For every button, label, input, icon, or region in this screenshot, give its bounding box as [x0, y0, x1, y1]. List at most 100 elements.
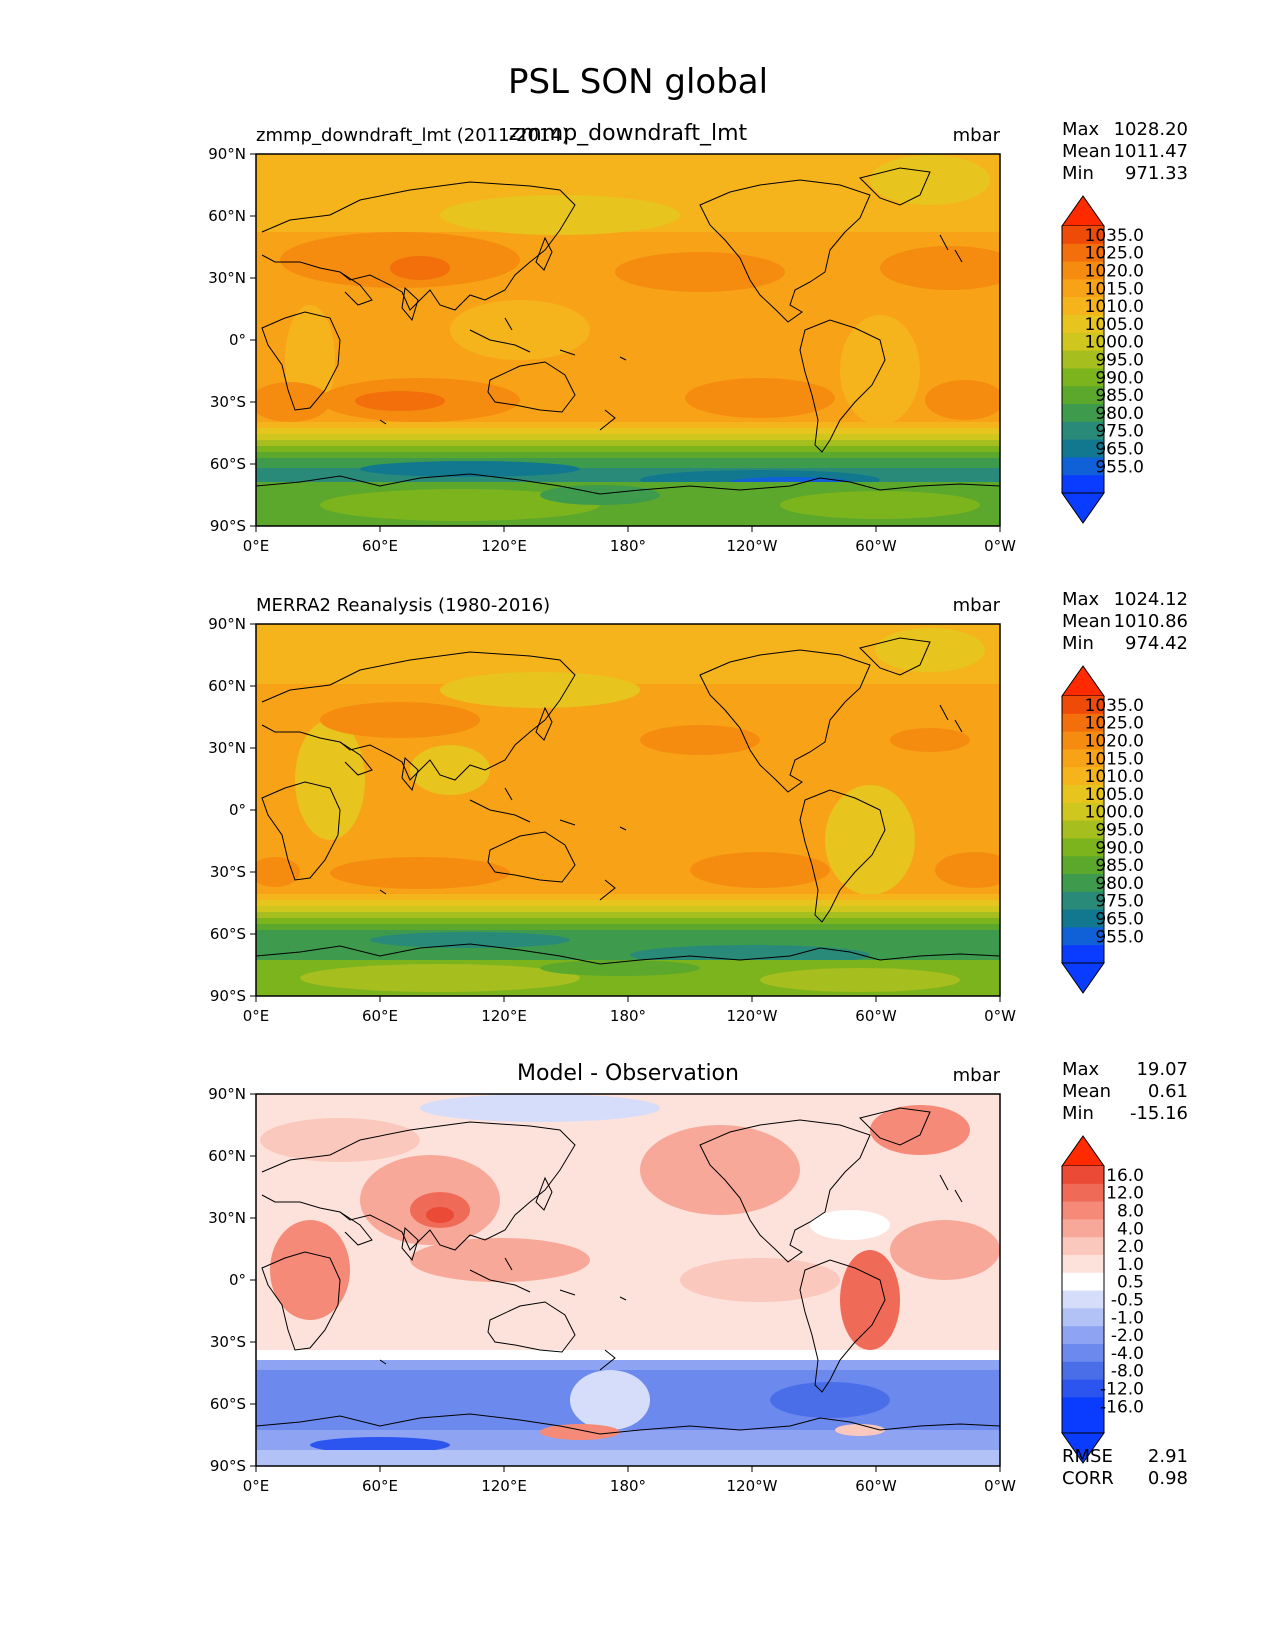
y-tick-label: 90°S	[210, 517, 246, 535]
colorbar-segment	[1062, 297, 1104, 316]
colorbar-outline	[1061, 226, 1105, 493]
stat-value: 1024.12	[1114, 589, 1188, 610]
colorbar-segment	[1062, 261, 1104, 280]
colorbar-label: 8.0	[1117, 1202, 1144, 1222]
x-tick-label: 120°E	[481, 1477, 527, 1495]
colorbar-label: 2.0	[1117, 1237, 1144, 1257]
stat-value: 1010.86	[1114, 611, 1188, 632]
colorbar: 1035.01025.01020.01015.01010.01005.01000…	[1061, 665, 1144, 994]
colorbar-extend-max	[1061, 665, 1105, 697]
stat-value: 974.42	[1125, 633, 1188, 654]
y-tick-label: 90°N	[208, 145, 246, 163]
colorbar-label: 0.5	[1117, 1273, 1144, 1293]
colorbar-label: -16.0	[1100, 1397, 1144, 1417]
map-field	[256, 624, 1000, 996]
x-tick-label: 60°E	[362, 1477, 398, 1495]
y-tick-label: 90°S	[210, 1457, 246, 1475]
stat-label: Min	[1062, 1103, 1094, 1124]
colorbar-segment	[1062, 1308, 1104, 1327]
rmse-label: RMSE	[1062, 1446, 1113, 1467]
stats-box: Max 1028.20 Mean 1011.47 Min 971.33	[1062, 119, 1188, 184]
colorbar-segment	[1062, 386, 1104, 405]
colorbar-segment	[1062, 404, 1104, 423]
colorbar-outline	[1061, 696, 1105, 963]
colorbar-label: 1005.0	[1085, 315, 1144, 335]
colorbar-extend-max	[1061, 195, 1105, 227]
y-tick-label: 30°S	[210, 1333, 246, 1351]
colorbar-extend-min	[1061, 962, 1105, 994]
stat-label: Max	[1062, 1059, 1100, 1080]
x-tick-label: 0°E	[243, 1477, 270, 1495]
x-tick-label: 60°E	[362, 537, 398, 555]
colorbar-segment	[1062, 713, 1104, 733]
panel-difference: Model - Observation mbar	[208, 1059, 1188, 1495]
panel-units: mbar	[953, 125, 1001, 146]
map-field	[256, 1094, 1000, 1466]
x-tick-label: 120°W	[727, 1007, 778, 1025]
colorbar-segment	[1062, 421, 1104, 441]
colorbar-label: 955.0	[1095, 927, 1144, 947]
colorbar-label: 975.0	[1095, 422, 1144, 442]
panel-units: mbar	[953, 1065, 1001, 1086]
panel-units: mbar	[953, 595, 1001, 616]
x-tick-label: 0°E	[243, 1007, 270, 1025]
y-tick-label: 30°N	[208, 269, 246, 287]
y-tick-label: 60°N	[208, 207, 246, 225]
colorbar-label: 1035.0	[1085, 226, 1144, 246]
colorbar-label: 990.0	[1095, 838, 1144, 858]
axis-ticks: 0°E 60°E 120°E 180° 120°W 60°W 0°W 90°N 60°N 30°N…	[208, 1085, 1016, 1495]
colorbar-segment	[1062, 838, 1104, 857]
y-tick-label: 90°N	[208, 615, 246, 633]
map-field	[256, 154, 1000, 526]
colorbar-label: 16.0	[1106, 1166, 1144, 1186]
stat-value: -15.16	[1130, 1103, 1188, 1124]
colorbar-segment	[1062, 945, 1104, 964]
colorbar-segment	[1062, 332, 1104, 352]
colorbar-label: 990.0	[1095, 368, 1144, 388]
colorbar-segment	[1062, 457, 1104, 476]
colorbar-segment	[1062, 749, 1104, 768]
colorbar-label: -1.0	[1111, 1308, 1144, 1328]
colorbar-label: 1025.0	[1085, 714, 1144, 734]
colorbar-label: 1005.0	[1085, 785, 1144, 805]
colorbar-segment	[1062, 927, 1104, 946]
colorbar-label: 965.0	[1095, 440, 1144, 460]
colorbar-label: 980.0	[1095, 874, 1144, 894]
colorbar-segment	[1062, 350, 1104, 369]
colorbar-label: -8.0	[1111, 1362, 1144, 1382]
y-tick-label: 60°S	[210, 455, 246, 473]
colorbar-label: 1015.0	[1085, 749, 1144, 769]
extra-stats: RMSE 2.91 CORR 0.98	[1062, 1446, 1188, 1489]
x-tick-label: 120°W	[727, 1477, 778, 1495]
stat-label: Min	[1062, 633, 1094, 654]
axis-ticks: 0°E 60°E 120°E 180° 120°W 60°W 0°W 90°N 60°N 30°N…	[208, 615, 1016, 1025]
colorbar-label: -12.0	[1100, 1380, 1144, 1400]
panel-center-label: Model - Observation	[517, 1061, 739, 1086]
colorbar-label: 1010.0	[1085, 297, 1144, 317]
x-tick-label: 60°E	[362, 1007, 398, 1025]
colorbar-segment	[1062, 243, 1104, 263]
panel-left-label: zmmp_downdraft_lmt (2011-2014)	[256, 125, 569, 146]
stat-value: 971.33	[1125, 163, 1188, 184]
stat-value: 0.61	[1148, 1081, 1188, 1102]
stat-label: Mean	[1062, 141, 1111, 162]
x-tick-label: 180°	[610, 1477, 646, 1495]
colorbar-label: 1000.0	[1085, 803, 1144, 823]
y-tick-label: 0°	[229, 1271, 246, 1289]
colorbar-segment	[1062, 1201, 1104, 1220]
colorbar-segment	[1062, 1415, 1104, 1434]
colorbar-segment	[1062, 1219, 1104, 1238]
colorbar-label: -4.0	[1111, 1344, 1144, 1364]
stat-label: Mean	[1062, 1081, 1111, 1102]
colorbar-label: 995.0	[1095, 351, 1144, 371]
colorbar-label: 1035.0	[1085, 696, 1144, 716]
colorbar-label: 975.0	[1095, 892, 1144, 912]
colorbar-label: 1000.0	[1085, 333, 1144, 353]
y-tick-label: 30°N	[208, 739, 246, 757]
colorbar-segment	[1062, 1326, 1104, 1345]
colorbar-segment	[1062, 226, 1104, 245]
colorbar-label: 1.0	[1117, 1255, 1144, 1275]
colorbar-segment	[1062, 891, 1104, 911]
axis-ticks: 0°E 60°E 120°E 180° 120°W 60°W 0°W 90°N 60°N 30°N…	[208, 145, 1016, 555]
x-tick-label: 0°W	[984, 1007, 1016, 1025]
